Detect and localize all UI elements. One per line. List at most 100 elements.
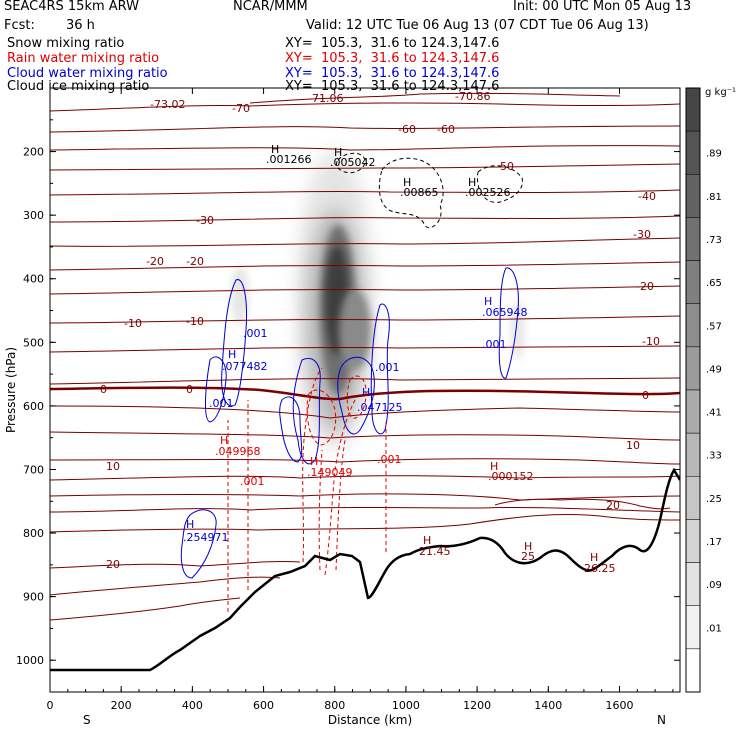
- north-label: N: [657, 713, 666, 727]
- terrain: [50, 467, 680, 672]
- colorbar-label: .73: [706, 235, 722, 246]
- colorbar-cell: [685, 174, 701, 218]
- isotherm: [50, 261, 680, 271]
- x-tick-label: 1600: [605, 699, 633, 712]
- rain-contour: [302, 367, 323, 563]
- extremum-label: .001266: [266, 153, 312, 166]
- cloud-water-contour: [221, 279, 247, 407]
- colorbar-cell: [685, 389, 701, 434]
- isotherm-label: 10: [106, 460, 120, 473]
- isotherm: [50, 237, 680, 247]
- field-xy-rain: XY= 105.3, 31.6 to 124.3,147.6: [285, 51, 500, 66]
- isotherm: [50, 377, 680, 385]
- colorbar-label: .41: [706, 408, 722, 419]
- colorbar-cell: [685, 648, 701, 693]
- isotherm: [50, 102, 680, 112]
- field-xy-cloud-water: XY= 105.3, 31.6 to 124.3,147.6: [285, 66, 500, 81]
- snow-shading: [231, 150, 525, 450]
- extremum-label: 26.25: [584, 562, 616, 575]
- isotherm-label: 20: [106, 558, 120, 571]
- temperature-contours: [50, 92, 680, 621]
- colorbar-cell: [685, 476, 701, 520]
- isotherm: [50, 576, 281, 596]
- extremum-label: .000152: [488, 470, 534, 483]
- field-name-snow: Snow mixing ratio: [7, 36, 125, 51]
- isotherm-label: 0: [186, 383, 193, 396]
- extremum-label: .001: [243, 327, 268, 340]
- high-marker: H: [524, 540, 532, 553]
- init-time: Init: 00 UTC Mon 05 Aug 13: [513, 0, 692, 14]
- high-marker: H: [423, 534, 431, 547]
- forecast-label: Fcst:: [4, 18, 35, 33]
- isotherm-label: 20: [606, 499, 620, 512]
- extremum-label: .001: [377, 453, 402, 466]
- rain-contour: [346, 375, 367, 419]
- cloud-water-contours: [180, 267, 519, 579]
- field-xy-snow: XY= 105.3, 31.6 to 124.3,147.6: [285, 36, 500, 51]
- colorbar-unit: g kg⁻¹: [705, 87, 736, 98]
- isotherm-label: -73.02: [150, 98, 185, 111]
- x-tick-label: 0: [47, 699, 54, 712]
- x-tick-label: 600: [253, 699, 274, 712]
- high-marker: H: [186, 518, 194, 531]
- cloud-water-contour: [204, 356, 227, 423]
- colorbar-label: .81: [706, 192, 722, 203]
- cloud-ice-contour: [335, 152, 366, 174]
- isotherm-label: -60: [437, 123, 455, 136]
- colorbar-cell: [685, 562, 701, 606]
- valid-time: Valid: 12 UTC Tue 06 Aug 13 (07 CDT Tue …: [306, 18, 649, 33]
- colorbar-label: .17: [706, 537, 722, 548]
- plot-labels: -73.02 -70 -71.06 -70.86 -60 -60 -50 -40…: [100, 90, 660, 575]
- extremum-label: .002526: [465, 186, 511, 199]
- high-marker: H: [484, 295, 492, 308]
- y-tick-label: 500: [23, 336, 44, 349]
- x-tick-label: 1200: [463, 699, 491, 712]
- isotherm-label: -20: [636, 280, 654, 293]
- south-label: S: [83, 713, 91, 727]
- high-marker: H: [220, 434, 228, 447]
- forecast-hours: 36 h: [66, 18, 95, 33]
- isotherm: [50, 506, 680, 513]
- cloud-ice-contour: [378, 157, 444, 228]
- high-marker: H: [334, 146, 342, 159]
- isotherm: [50, 475, 680, 481]
- high-marker: H: [271, 143, 279, 156]
- extremum-label: .00865: [400, 186, 439, 199]
- isotherm-label: -60: [398, 123, 416, 136]
- isotherm-label: -10: [186, 315, 204, 328]
- cloud-water-contour: [279, 396, 303, 463]
- rain-contour: [324, 399, 356, 576]
- isotherm-label: -30: [196, 214, 214, 227]
- isotherm-label: -71.06: [308, 92, 343, 105]
- colorbar-cell: [685, 87, 701, 132]
- colorbar-cells: [685, 87, 701, 693]
- x-tick-label: 200: [111, 699, 132, 712]
- freezing-level: [50, 386, 680, 401]
- colorbar-label: .89: [706, 149, 722, 160]
- isotherm: [50, 560, 301, 569]
- colorbar-cell: [685, 432, 701, 477]
- cloud-water-contour: [180, 509, 217, 579]
- colorbar-cell: [685, 130, 701, 175]
- extremum-label: .047125: [357, 401, 403, 414]
- isotherm-label: 0: [100, 383, 107, 396]
- colorbar-label: .01: [706, 623, 722, 634]
- high-marker: H: [490, 460, 498, 473]
- colorbar-cell: [685, 346, 701, 391]
- isotherm: [50, 145, 680, 151]
- isotherm: [494, 498, 671, 510]
- cloud-ice-contours: [335, 152, 524, 228]
- isotherm-label: 0: [642, 389, 649, 402]
- cloud-water-contour: [498, 267, 519, 379]
- high-marker: H: [468, 176, 476, 189]
- isotherm: [50, 513, 680, 533]
- rain-contour: [306, 389, 337, 446]
- colorbar-label: .25: [706, 494, 722, 505]
- high-marker: H: [403, 176, 411, 189]
- colorbar-labels: .89 .81 .73 .65 .57 .49 .41 .33 .25 .17 .09 .01: [706, 149, 722, 635]
- extremum-label: .049968: [215, 445, 261, 458]
- y-tick-label: 700: [23, 463, 44, 476]
- isotherm: [50, 215, 680, 223]
- y-tick-label: 1000: [16, 654, 44, 667]
